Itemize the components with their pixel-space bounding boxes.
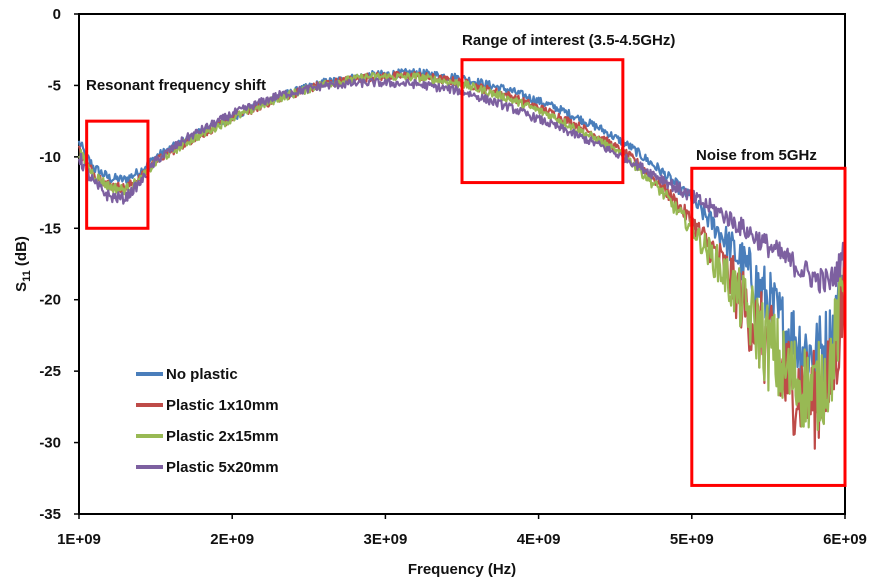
y-axis-title: S11 (dB) [13,236,33,292]
legend-label: Plastic 2x15mm [166,428,279,445]
annotation-labels: Resonant frequency shift Range of interes… [86,32,817,164]
annotation-box [690,166,847,487]
x-tick-label: 2E+09 [210,531,254,548]
x-tick-label: 6E+09 [823,531,867,548]
annotation-box [460,58,625,185]
y-axis-title-main: S [13,282,30,292]
y-tick-label: -30 [39,435,61,452]
y-tick-label: -25 [39,363,61,380]
y-axis-title-subscript: 11 [21,270,33,282]
x-tick-label: 1E+09 [57,531,101,548]
legend-label: Plastic 1x10mm [166,397,279,414]
legend: No plastic Plastic 1x10mm Plastic 2x15mm Pl… [136,366,279,476]
y-tick-label: -15 [39,220,61,237]
y-tick-label: -35 [39,506,61,523]
y-axis-title-unit: (dB) [13,236,30,270]
annotation-label: Noise from 5GHz [696,147,817,164]
annotation-label: Range of interest (3.5-4.5GHz) [462,32,675,49]
annotation-boxes [85,58,847,487]
x-tick-label: 3E+09 [364,531,408,548]
y-tick-label: -5 [48,77,61,94]
y-tick-label: 0 [53,6,61,23]
annotation-label: Resonant frequency shift [86,77,266,94]
y-tick-label: -10 [39,149,61,166]
y-tick-label: -20 [39,292,61,309]
legend-label: No plastic [166,366,238,383]
legend-label: Plastic 5x20mm [166,459,279,476]
axis-ticks: 1E+09 2E+09 3E+09 4E+09 5E+09 6E+09 0 -5 -10 -15 -… [39,6,867,548]
x-tick-label: 4E+09 [517,531,561,548]
x-tick-label: 5E+09 [670,531,714,548]
x-axis-title: Frequency (Hz) [408,561,516,578]
annotation-box [85,119,150,230]
